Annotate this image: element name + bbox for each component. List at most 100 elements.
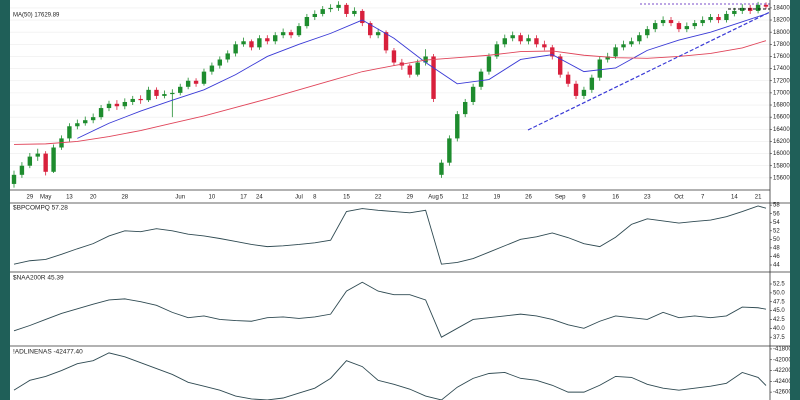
y-tick-label: 17600 [773,54,790,60]
candle-body [660,20,666,24]
y-tick-label: -42600 [773,390,792,396]
x-tick-label: 9 [582,195,586,201]
line [13,205,767,265]
x-tick-label: Sep [555,195,566,201]
candle-body [565,74,571,84]
candle-body [185,80,191,87]
candle-body [652,23,658,30]
candle-body [391,50,397,63]
x-tick-label: Oct [674,195,684,201]
candle-body [605,56,610,60]
candle-body [740,7,745,11]
candle-body [470,86,476,102]
y-tick-label: -42400 [773,379,792,385]
y-tick-label: 37.5 [773,335,785,341]
frame-right [790,0,800,400]
y-tick-label: 18000 [773,30,790,36]
trend-line [527,11,771,131]
x-tick-label: 26 [525,195,532,201]
candle-body [217,59,223,66]
y-tick-label: 42.5 [773,317,785,323]
candle-body [645,29,650,36]
y-tick-label: 50 [773,237,780,243]
line [13,281,767,338]
x-tick-label: 13 [66,195,73,201]
y-tick-label: 15600 [773,175,790,181]
y-tick-label: -41800 [773,347,792,353]
candle-body [494,44,500,57]
candle-body [320,9,325,14]
candle-body [296,26,302,36]
candle-body [692,23,697,27]
candle-body [676,23,682,30]
y-tick-label: 18200 [773,18,790,24]
y-tick-label: 45.0 [773,308,785,314]
x-tick-label: 8 [313,195,317,201]
frame-left [0,0,10,400]
y-tick-label: 15800 [773,163,790,169]
candle-body [732,10,737,14]
candle-body [573,83,579,96]
y-tick-label: 17800 [773,42,790,48]
y-tick-label: 17200 [773,78,790,84]
y-tick-label: 48 [773,245,780,251]
x-tick-label: 28 [121,195,128,201]
candle-body [27,156,33,166]
x-tick-label: 5 [440,195,444,201]
y-tick-label: 52.5 [773,282,785,288]
candle-body [67,126,72,139]
candle-body [352,10,357,14]
candle-body [763,4,769,7]
x-tick-label: 22 [375,195,382,201]
x-tick-label: 17 [240,195,247,201]
y-tick-label: 17400 [773,66,790,72]
candle-body [463,101,468,115]
candle-body [407,65,412,75]
candle-body [360,10,365,24]
candle-body [542,44,547,48]
candle-body [724,13,729,21]
candle-body [668,20,674,24]
candle-body [312,13,317,17]
candle-body [122,101,128,107]
candle-body [288,32,294,36]
plot-layer: 15600 15800 16000 16200 16400 16600 16800 17000… [10,1,792,400]
candle-body [383,32,389,51]
candle-body [550,47,555,57]
x-tick-label: 21 [755,195,762,201]
candle-body [209,65,215,72]
candle-body [328,7,333,10]
x-tick-label: Jul [295,195,303,201]
x-tick-label: 15 [343,195,350,201]
candle-body [708,16,713,21]
x-tick-label: 19 [494,195,501,201]
candle-body [613,47,618,57]
candle-body [273,35,278,42]
candle-body [178,86,183,93]
candle-body [138,98,143,101]
y-tick-label: 16400 [773,127,790,133]
y-tick-label: 47.5 [773,299,785,305]
x-tick-label: 12 [462,195,469,201]
y-tick-label: 50.0 [773,290,785,296]
candle-body [486,56,492,72]
candle-body [35,153,40,157]
candle-body [502,38,507,45]
candle-body [201,71,207,84]
line [77,13,767,139]
line [13,352,767,400]
x-tick-label: 7 [701,195,705,201]
y-tick-label: 46 [773,254,780,260]
candle-body [233,44,238,54]
candle-body [280,32,286,36]
y-tick-label: 44 [773,263,780,269]
panel-title: $NAA200R 45.39 [13,275,64,282]
legend-label: MA(50) 17629.89 [13,13,60,19]
candle-body [431,56,436,99]
candle-body [257,38,262,48]
candle-body [106,103,112,109]
line [13,40,767,145]
candle-body [621,44,626,48]
